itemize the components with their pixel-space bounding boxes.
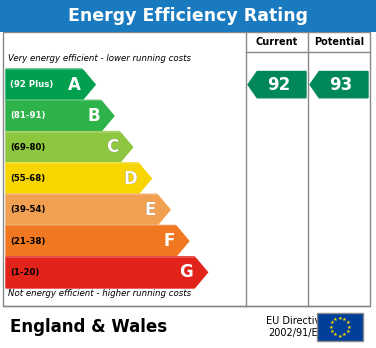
Polygon shape xyxy=(6,69,95,100)
Text: 2002/91/EC: 2002/91/EC xyxy=(268,328,324,338)
Text: (81-91): (81-91) xyxy=(10,111,45,120)
Polygon shape xyxy=(6,194,170,226)
Text: Current: Current xyxy=(256,37,298,47)
Text: ★: ★ xyxy=(333,317,338,322)
Text: C: C xyxy=(106,138,118,156)
Polygon shape xyxy=(6,257,208,288)
Text: ★: ★ xyxy=(342,317,347,322)
Polygon shape xyxy=(6,100,114,132)
Text: C: C xyxy=(106,138,118,156)
Text: (55-68): (55-68) xyxy=(10,174,45,183)
Text: E: E xyxy=(144,201,156,219)
Text: ★: ★ xyxy=(342,332,347,337)
Text: E: E xyxy=(144,201,156,219)
Polygon shape xyxy=(6,163,152,194)
Text: ★: ★ xyxy=(338,316,343,321)
Polygon shape xyxy=(310,71,368,98)
Text: D: D xyxy=(123,169,137,188)
Text: EU Directive: EU Directive xyxy=(266,316,326,326)
Text: 92: 92 xyxy=(267,76,290,94)
Text: G: G xyxy=(180,263,193,281)
Text: (92 Plus): (92 Plus) xyxy=(10,80,53,89)
Bar xyxy=(3,32,370,306)
Text: Not energy efficient - higher running costs: Not energy efficient - higher running co… xyxy=(8,289,191,298)
Text: ★: ★ xyxy=(330,320,335,325)
Bar xyxy=(0,0,376,32)
Text: (69-80): (69-80) xyxy=(10,143,45,152)
Text: ★: ★ xyxy=(329,324,334,330)
Text: ★: ★ xyxy=(347,324,352,330)
Text: Very energy efficient - lower running costs: Very energy efficient - lower running co… xyxy=(8,54,191,63)
Text: ★: ★ xyxy=(346,320,350,325)
Text: F: F xyxy=(163,232,174,250)
Text: England & Wales: England & Wales xyxy=(10,318,167,336)
Text: (21-38): (21-38) xyxy=(10,237,45,246)
Text: ★: ★ xyxy=(346,329,350,334)
Text: Potential: Potential xyxy=(314,37,364,47)
Polygon shape xyxy=(6,132,133,163)
Text: (1-20): (1-20) xyxy=(10,268,39,277)
Text: Energy Efficiency Rating: Energy Efficiency Rating xyxy=(68,7,308,25)
Text: A: A xyxy=(68,76,81,94)
Text: ★: ★ xyxy=(338,333,343,339)
Polygon shape xyxy=(6,226,189,257)
Text: (39-54): (39-54) xyxy=(10,205,45,214)
Polygon shape xyxy=(248,71,306,98)
Text: ★: ★ xyxy=(333,332,338,337)
Text: D: D xyxy=(123,169,137,188)
Text: B: B xyxy=(87,107,100,125)
Text: 93: 93 xyxy=(329,76,352,94)
Bar xyxy=(317,313,363,341)
Text: ★: ★ xyxy=(330,329,335,334)
